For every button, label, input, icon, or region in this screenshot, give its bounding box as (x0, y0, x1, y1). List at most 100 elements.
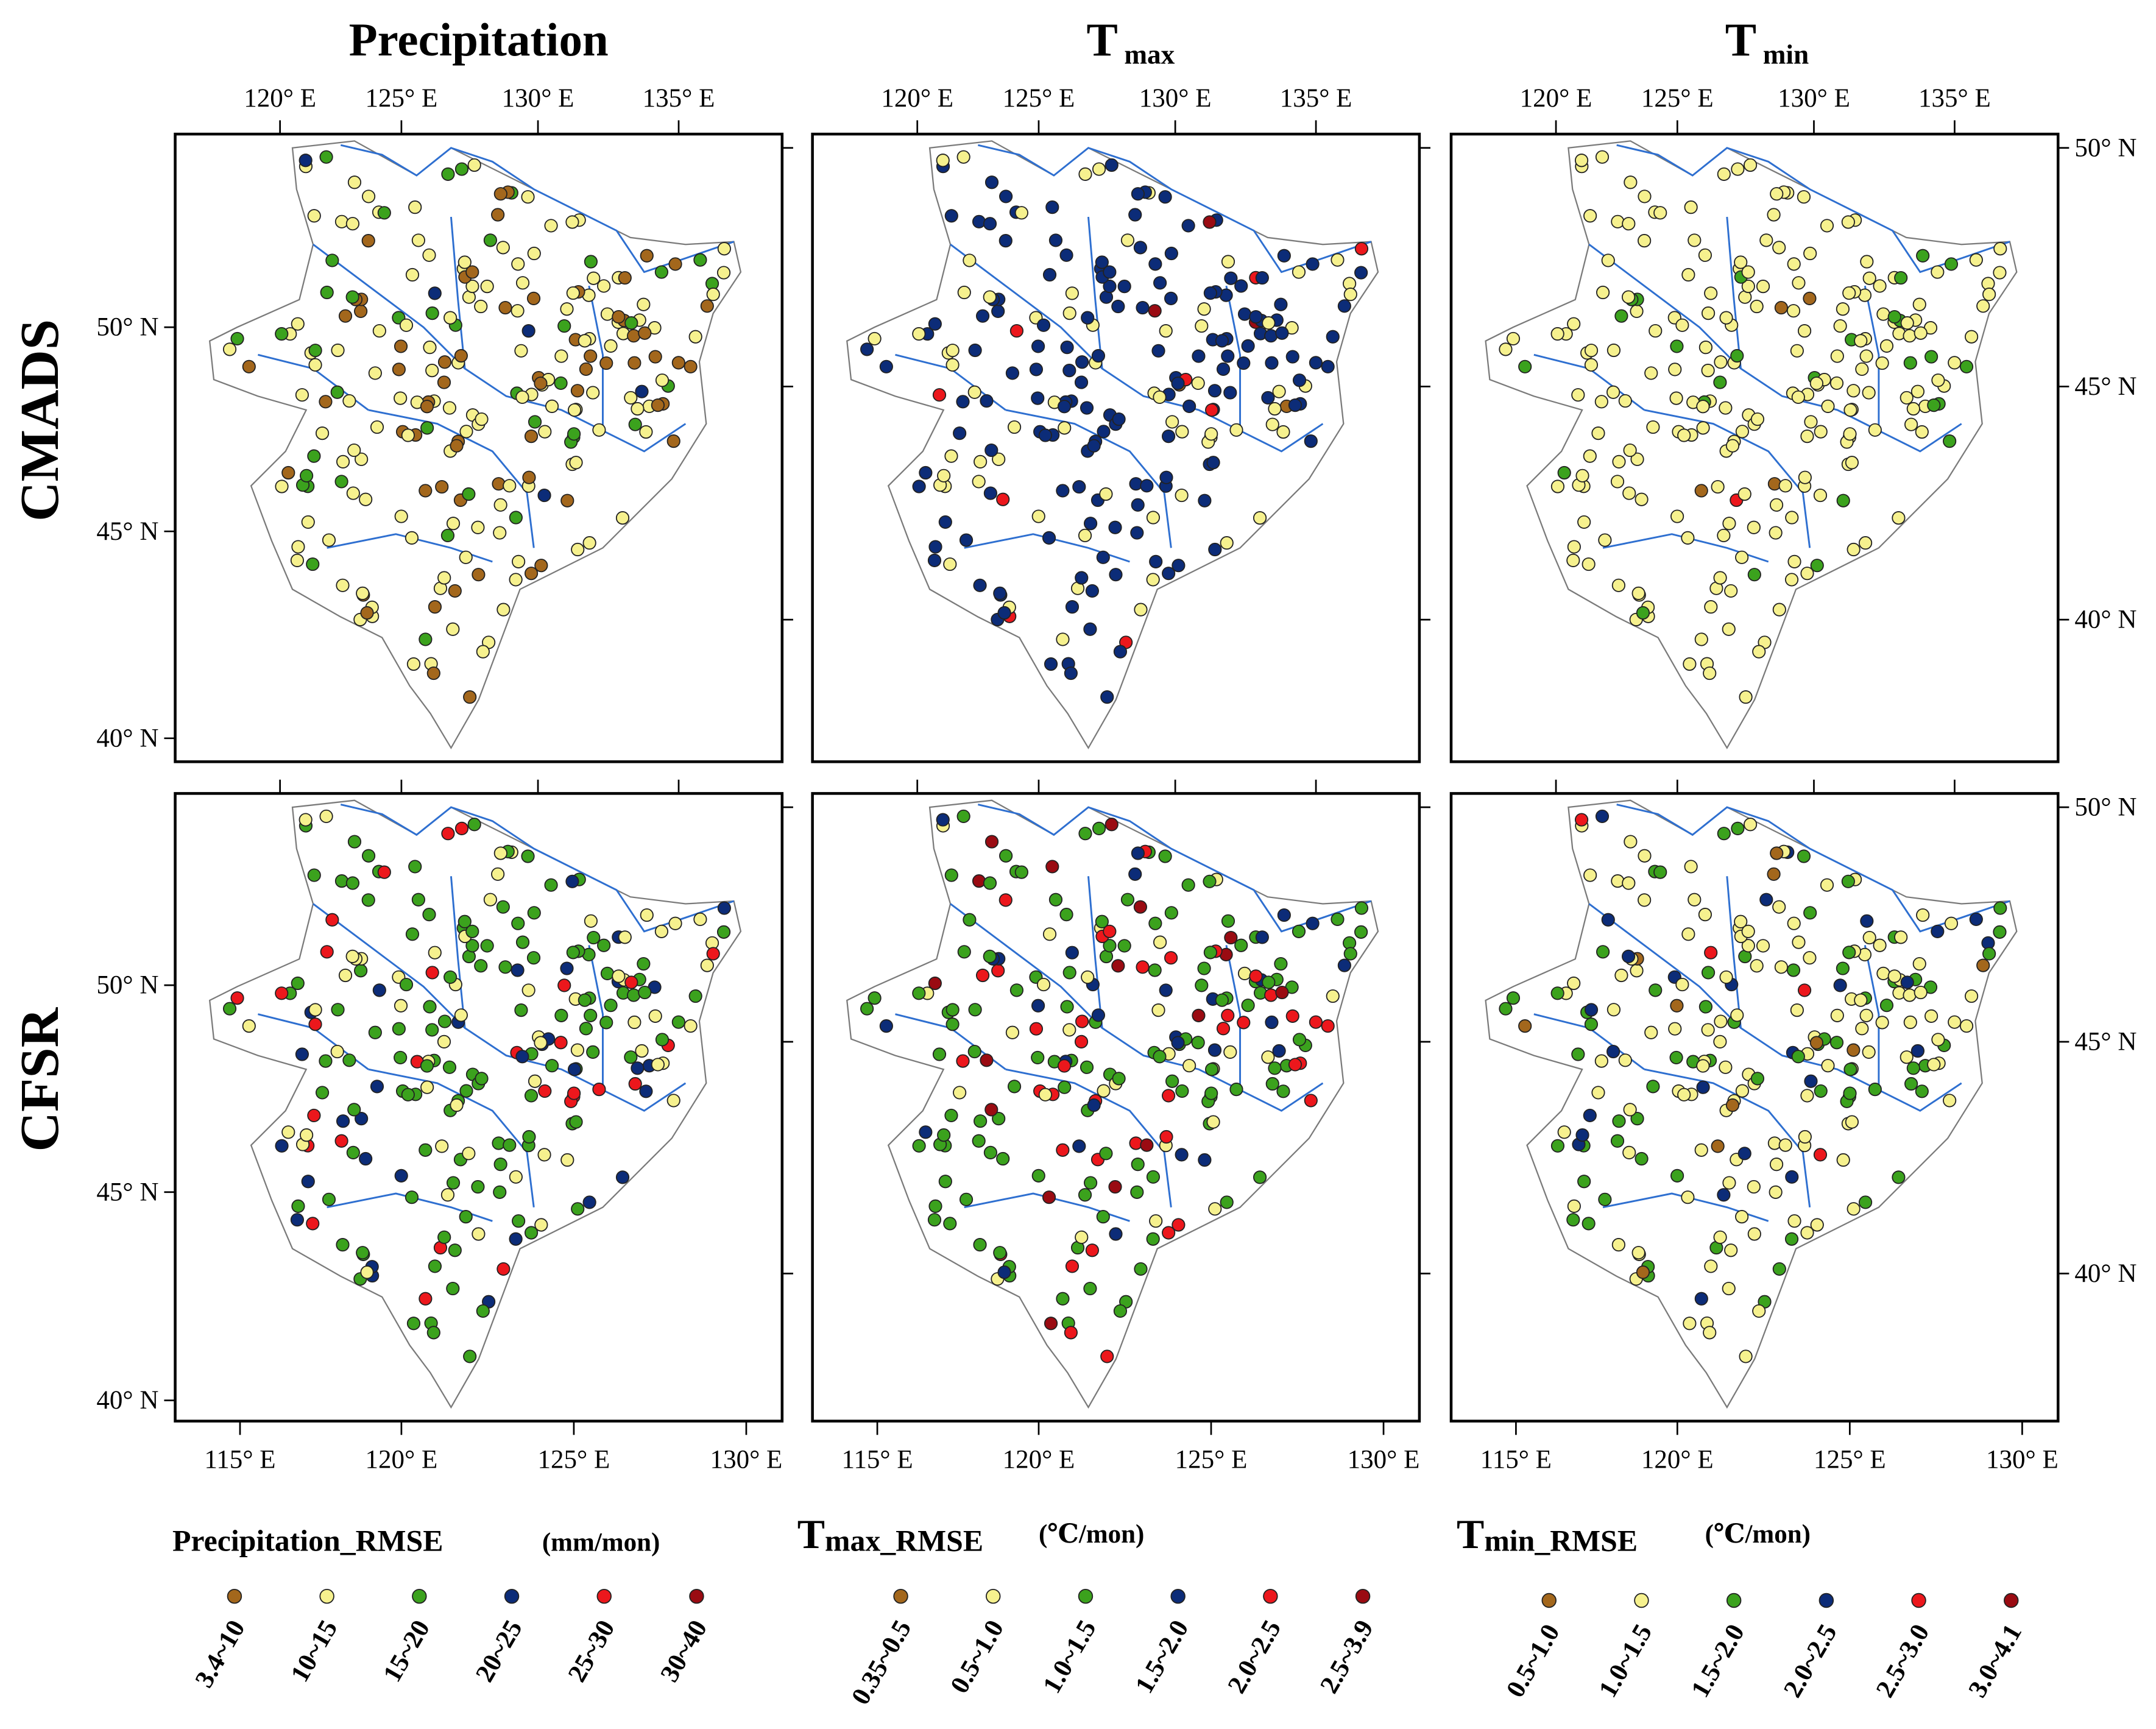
station-marker (405, 927, 420, 941)
station-marker (1976, 299, 1990, 313)
station-marker (425, 966, 439, 980)
station-marker (1111, 299, 1125, 314)
station-marker (1614, 968, 1628, 983)
station-marker (1056, 1292, 1070, 1306)
station-marker (1892, 1170, 1906, 1184)
station-marker (1087, 1098, 1101, 1112)
station-marker (1120, 233, 1135, 247)
station-marker (1172, 1218, 1186, 1232)
river-line (588, 945, 604, 1091)
station-marker (1075, 355, 1089, 369)
station-marker (242, 359, 256, 373)
station-marker (503, 479, 517, 493)
station-marker (631, 1061, 645, 1075)
station-marker (1703, 666, 1717, 681)
lon-tick-label: 125° E (366, 84, 438, 113)
station-marker (1698, 248, 1712, 262)
station-marker (1724, 584, 1738, 598)
river-line (368, 409, 535, 548)
station-marker (671, 1015, 685, 1029)
station-marker (1113, 645, 1128, 659)
legend-swatch (1078, 1588, 1094, 1604)
station-marker (1719, 970, 1733, 985)
station-marker (1714, 1014, 1728, 1028)
station-marker (1265, 1015, 1279, 1030)
station-marker (1274, 956, 1288, 971)
station-marker (1836, 1153, 1850, 1167)
station-marker (1134, 1262, 1148, 1276)
station-marker (1931, 265, 1945, 279)
station-marker (435, 479, 449, 494)
station-marker (638, 985, 652, 1000)
station-marker (592, 423, 606, 437)
station-marker (1683, 1317, 1697, 1331)
station-marker (1903, 988, 1917, 1002)
station-marker (1164, 906, 1178, 920)
station-marker (1557, 1125, 1571, 1139)
station-marker (1606, 343, 1621, 358)
station-marker (446, 517, 461, 531)
station-marker (521, 324, 535, 338)
station-marker (1618, 394, 1632, 408)
station-marker (1701, 966, 1716, 980)
station-marker (291, 1199, 305, 1213)
station-marker (372, 983, 386, 997)
lon-tick-label: 115° E (204, 1446, 275, 1474)
station-marker (437, 571, 451, 585)
station-marker (1197, 302, 1211, 316)
station-marker (454, 348, 468, 363)
station-marker (1644, 366, 1658, 380)
station-marker (1175, 1148, 1189, 1162)
station-marker (975, 309, 990, 323)
station-marker (1031, 1169, 1045, 1183)
station-marker (1205, 403, 1219, 417)
station-marker (1611, 1238, 1625, 1252)
station-marker (394, 509, 408, 523)
station-marker (1735, 550, 1749, 564)
legend-label: 1.5~2.0 (1130, 1615, 1195, 1698)
station-marker (1809, 377, 1823, 391)
station-marker (1550, 986, 1564, 1000)
station-marker (454, 162, 469, 176)
station-marker (997, 1265, 1011, 1279)
station-marker (1255, 270, 1269, 285)
station-marker (534, 1036, 548, 1050)
station-marker (1959, 359, 1974, 373)
station-marker (498, 300, 512, 315)
station-marker (706, 288, 720, 302)
station-marker (1085, 1243, 1099, 1257)
lon-tick-label: 125° E (1175, 1446, 1248, 1474)
station-marker (1309, 356, 1323, 370)
station-marker (1698, 908, 1712, 922)
station-marker (1288, 1058, 1302, 1072)
station-marker (448, 1243, 462, 1257)
station-marker (1610, 475, 1625, 489)
station-marker (1912, 297, 1926, 311)
station-marker (582, 536, 596, 550)
station-marker (717, 242, 731, 256)
station-marker (476, 645, 490, 659)
station-marker (1860, 255, 1874, 269)
station-marker (1262, 316, 1276, 330)
river-line (1726, 216, 1742, 369)
legend-title-subscript: min_RMSE (1484, 1524, 1638, 1557)
station-marker (493, 187, 507, 201)
station-marker (651, 398, 665, 412)
station-marker (1221, 255, 1235, 269)
station-marker (1567, 976, 1581, 991)
station-marker (1292, 924, 1306, 938)
station-marker (567, 427, 581, 441)
station-marker (567, 1063, 582, 1077)
station-marker (1814, 1084, 1828, 1098)
station-marker (361, 234, 375, 248)
station-marker (1215, 993, 1229, 1007)
station-marker (1887, 309, 1901, 324)
station-marker (1075, 1230, 1089, 1244)
station-marker (1646, 420, 1660, 434)
river-line (1588, 903, 1962, 1112)
station-marker (1083, 1176, 1098, 1190)
station-marker (1566, 553, 1580, 567)
legend-label: 1.5~2.0 (1686, 1619, 1750, 1702)
station-marker (1131, 187, 1145, 201)
station-marker (1800, 430, 1814, 444)
